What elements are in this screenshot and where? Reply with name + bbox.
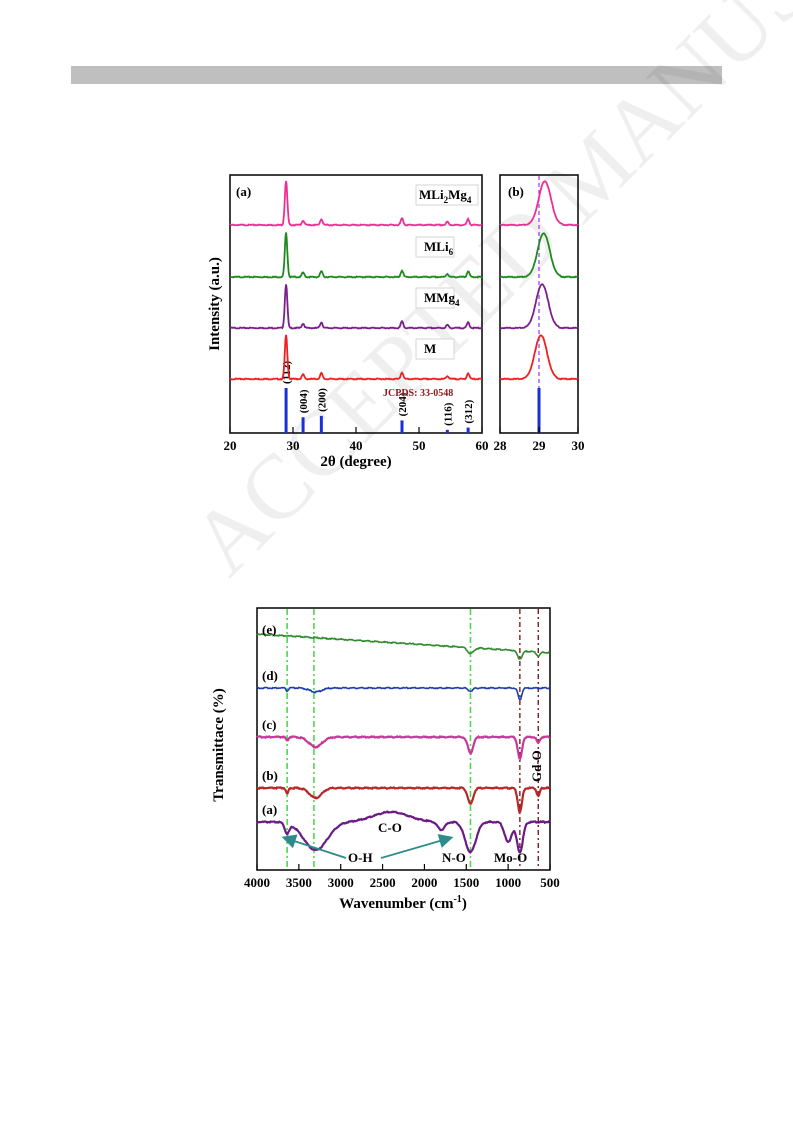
ftir-series-label: (c) [262,717,276,732]
hkl-label: (312) [463,399,475,423]
ftir-x-tick-label: 3000 [328,875,354,890]
ftir-curve [256,785,551,814]
arrow-oh-left [281,834,347,859]
ftir-frame [256,607,551,871]
x-tick-label: 30 [287,438,300,453]
x-tick-label: 20 [224,438,237,453]
x-ticks: 20 30 40 50 60 [224,427,489,453]
ftir-x-tick-label: 1000 [495,875,521,890]
annotation-co: C-O [378,820,402,835]
ftir-curve [256,633,551,660]
reference-lines [286,609,539,869]
zoom-curve [500,232,579,279]
hkl-label: (200) [316,388,328,412]
series-label: MLi2Mg4 [419,187,472,205]
panel-a-label: (a) [236,184,251,199]
annotation-no: N-O [442,850,466,865]
ftir-curve [256,810,551,854]
arrow-oh-right [380,834,454,859]
annotation-moo: Mo-O [494,850,527,865]
ftir-series-label: (d) [262,668,278,683]
zoom-curve [499,283,579,330]
xrd-panel-a: (112)(004) (200) (204) (116) (312) MLi2Mg4ML… [207,174,489,470]
ftir-x-tick-label: 500 [540,875,560,890]
series-label-box [415,338,455,360]
panel-b-label: (b) [508,184,524,199]
ftir-y-axis-label: Transmittace (%) [211,688,227,801]
xrd-panel-b: 28 29 30 (b) [494,174,585,453]
x-axis-label: 2θ (degree) [320,454,391,470]
xrd-curve [229,180,483,227]
x-ticks-ftir: 4000 3500 3000 2500 2000 1500 1000 500 [244,864,560,890]
zoom-curve [499,180,579,227]
ftir-series-label: (a) [262,802,277,817]
series-label-box [415,184,479,206]
hkl-label: (204) [397,392,409,416]
ftir-series [256,633,551,854]
zoom-series [499,176,579,433]
series-label: MLi6 [424,239,454,257]
series-label-box [415,287,455,309]
ftir-x-tick-label: 1500 [453,875,479,890]
series-label: M [424,341,436,356]
ftir-curve [256,734,551,761]
x-tick-label-b: 28 [494,438,508,453]
annotation-gdo: Gd-O [529,750,544,782]
y-axis-label: Intensity (a.u.) [207,257,223,351]
x-tick-label: 50 [413,438,426,453]
xrd-curve [229,284,483,330]
ftir-x-tick-label: 2500 [370,875,396,890]
zoom-curve [499,334,579,381]
x-tick-label: 40 [350,438,363,453]
series-labels: (e) (d) (c) (b) (a) [262,622,278,817]
x-tick-label-b: 30 [572,438,585,453]
ftir-x-tick-label: 3500 [286,875,312,890]
ftir-series-label: (e) [262,622,276,637]
xrd-curve [230,334,482,381]
hkl-label: (116) [442,402,454,426]
x-ticks-b: 28 29 30 [494,427,585,453]
annotation-oh: O-H [348,850,373,865]
ftir-panel: 4000 3500 3000 2500 2000 1500 1000 500 (e) (d) (c… [211,607,560,912]
header-bar [71,66,722,84]
series-label: MMg4 [424,290,460,308]
x-tick-label: 60 [476,438,489,453]
xrd-curve [229,232,483,279]
ftir-x-tick-label: 2000 [411,875,437,890]
series-label-box [415,236,455,258]
hkl-label: (004) [298,389,310,413]
jcpds-label: JCPDS: 33-0548 [383,388,453,399]
ftir-x-tick-label: 4000 [244,875,270,890]
xrd-series: MLi2Mg4 MLi6 MMg4 M [229,180,483,381]
x-tick-label-b: 29 [533,438,547,453]
ftir-series-label: (b) [262,768,278,783]
ftir-curve [256,686,551,701]
ftir-x-axis-label: Wavenumber (cm-1) [339,894,467,912]
